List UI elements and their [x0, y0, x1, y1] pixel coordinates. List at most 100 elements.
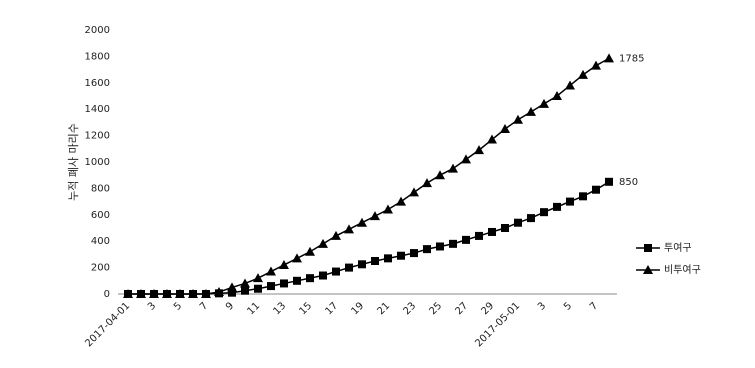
data-point [579, 192, 587, 201]
data-point [462, 235, 470, 244]
data-point [358, 260, 366, 269]
data-point [423, 245, 431, 254]
y-tick-label: 2000 [85, 25, 110, 36]
data-point [604, 53, 614, 63]
data-point [162, 289, 172, 298]
legend-label: 비투여구 [664, 264, 701, 276]
data-point [501, 224, 509, 232]
data-point [448, 163, 458, 173]
series-line [128, 181, 610, 295]
y-tick-label: 800 [91, 183, 110, 194]
series-line [128, 57, 610, 295]
legend-label: 투여구 [664, 242, 692, 254]
data-point [422, 178, 432, 188]
data-point [293, 276, 301, 285]
data-point [435, 170, 445, 180]
data-point [449, 239, 457, 248]
data-point [370, 211, 380, 221]
data-point [344, 224, 354, 234]
data-point [552, 91, 562, 100]
data-point [514, 218, 522, 227]
data-point [292, 253, 302, 263]
y-tick-label: 600 [91, 210, 110, 221]
y-tick-label: 1800 [85, 51, 110, 62]
data-point [397, 251, 405, 260]
data-point [175, 289, 185, 298]
data-point [527, 214, 535, 223]
data-point [591, 60, 601, 70]
data-point [436, 242, 444, 251]
data-point [371, 257, 379, 265]
data-point [540, 208, 548, 217]
data-point [475, 231, 483, 240]
data-point [188, 289, 198, 298]
x-tick-label: 2017-04-01 [83, 300, 132, 349]
data-point [240, 278, 250, 288]
end-value-label: 1785 [619, 53, 644, 64]
data-point [410, 249, 418, 258]
data-point [254, 284, 262, 293]
y-axis-label: 누적 폐사 마리수 [67, 123, 80, 201]
x-tick-label: 15 [297, 300, 314, 317]
data-point [539, 98, 549, 108]
data-point [318, 238, 328, 248]
data-point [396, 196, 406, 206]
data-point [513, 114, 523, 124]
x-tick-label: 7 [588, 300, 600, 312]
data-point [331, 230, 341, 240]
data-point [384, 254, 392, 263]
data-point [305, 246, 315, 256]
x-tick-label: 29 [479, 300, 496, 317]
y-tick-label: 400 [91, 236, 110, 247]
data-point [228, 288, 236, 297]
data-point [345, 263, 353, 272]
data-point [500, 124, 510, 133]
y-tick-label: 0 [104, 289, 110, 300]
data-point [383, 204, 393, 214]
x-tick-label: 25 [427, 300, 444, 317]
data-point [605, 177, 613, 186]
data-point [332, 267, 340, 276]
x-tick-label: 5 [172, 300, 184, 312]
data-point [279, 259, 289, 269]
data-point [241, 286, 249, 295]
data-point [136, 289, 146, 298]
data-point [227, 282, 237, 292]
x-tick-label: 23 [401, 300, 418, 317]
x-tick-label: 7 [198, 300, 210, 312]
x-tick-label: 17 [323, 300, 340, 317]
data-point [149, 289, 159, 298]
data-point [306, 274, 314, 283]
x-tick-label: 3 [536, 300, 548, 312]
data-point [267, 282, 275, 291]
y-tick-label: 1600 [85, 78, 110, 89]
x-tick-label: 13 [271, 300, 288, 317]
x-tick-label: 3 [146, 300, 158, 312]
data-point [357, 217, 367, 227]
x-tick-label: 21 [375, 300, 392, 317]
data-point [201, 289, 211, 298]
data-point [488, 227, 496, 236]
data-point [123, 289, 133, 298]
data-point [474, 145, 484, 155]
data-point [280, 279, 288, 288]
data-point [214, 287, 224, 297]
y-tick-label: 1400 [85, 104, 110, 115]
y-tick-label: 1000 [85, 157, 110, 168]
legend-marker [644, 244, 652, 252]
data-point [578, 69, 588, 79]
x-tick-label: 9 [224, 300, 236, 312]
data-point [526, 106, 536, 116]
data-point [592, 185, 600, 194]
data-point [253, 273, 263, 283]
data-point [266, 266, 276, 276]
x-tick-label: 19 [349, 300, 366, 317]
y-tick-label: 200 [91, 263, 110, 274]
x-tick-label: 27 [453, 300, 470, 317]
data-point [461, 154, 471, 164]
legend-marker [643, 265, 653, 274]
data-point [409, 187, 419, 197]
data-point [553, 202, 561, 211]
end-value-label: 850 [619, 177, 638, 188]
